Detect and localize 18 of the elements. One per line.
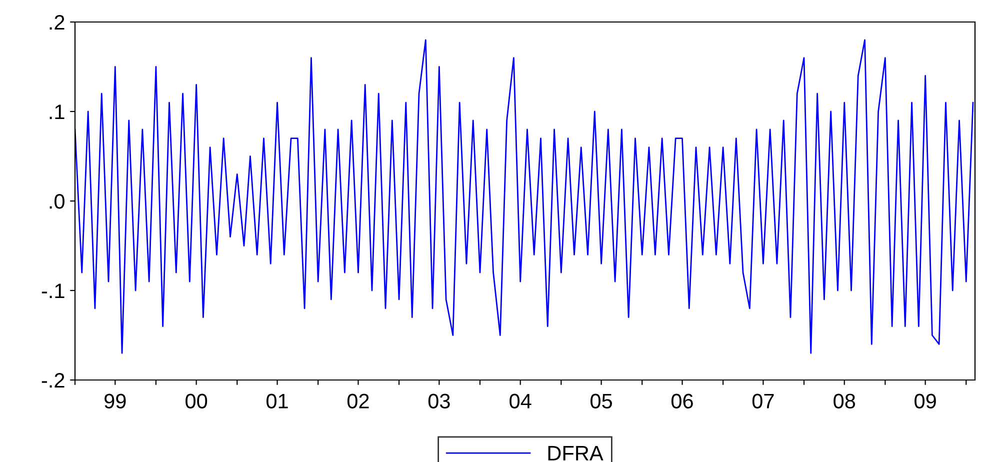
x-tick-label: 09 [914, 394, 936, 408]
x-tick-label: 01 [266, 394, 288, 408]
x-tick-label: 03 [428, 394, 450, 408]
x-tick-label: 00 [186, 394, 208, 408]
y-tick-label: -.1 [42, 284, 64, 298]
line-series [75, 39, 974, 354]
y-tick-label: .2 [50, 15, 64, 30]
x-tick-label: 04 [510, 394, 532, 408]
y-tick-label: -.2 [42, 373, 64, 388]
x-tick-label: 08 [834, 394, 856, 408]
x-tick-label: 02 [347, 394, 369, 408]
x-tick-label: 07 [752, 394, 774, 408]
legend-label: DFRA [548, 446, 604, 460]
x-tick-label: 99 [104, 394, 126, 408]
y-tick-label: .0 [50, 194, 64, 209]
y-tick-label: .1 [50, 104, 64, 120]
x-tick-label: 06 [671, 394, 693, 408]
x-tick-label: 05 [590, 394, 612, 408]
